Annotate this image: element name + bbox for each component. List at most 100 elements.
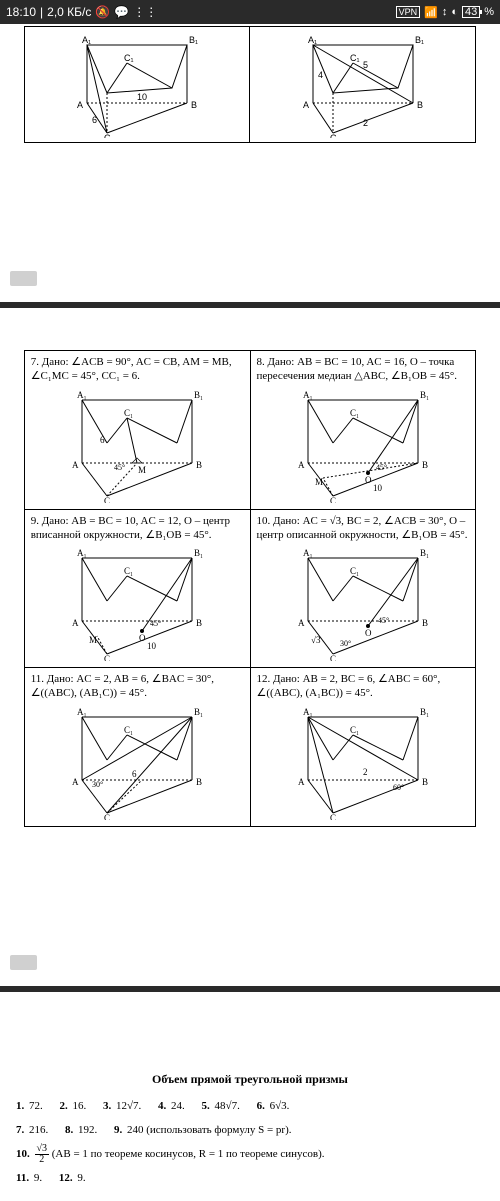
v1: 72. <box>29 1100 43 1112</box>
prism-10-figure: A₁ B₁ C₁ A B C O 45° 30° √3 <box>278 546 448 661</box>
prism-9-figure: A₁ B₁ C₁ A B C M O 45° 10 <box>52 546 222 661</box>
status-bar: 18:10 | 2,0 КБ/с 🔕 💬 ⋮⋮ VPN 📶 ↕ ◐ 43 % <box>0 0 500 24</box>
data-icon: ↕ <box>442 6 448 18</box>
status-divider: | <box>40 5 43 19</box>
svg-text:M: M <box>138 465 146 475</box>
svg-text:C₁: C₁ <box>350 408 359 418</box>
svg-text:6: 6 <box>132 769 137 779</box>
svg-text:C₁: C₁ <box>350 53 360 63</box>
svg-text:O: O <box>139 633 146 643</box>
svg-text:B: B <box>196 777 202 787</box>
spacer-1 <box>0 143 500 263</box>
a6: 6. <box>257 1100 265 1112</box>
a9: 9. <box>114 1124 122 1136</box>
v3: 12√7. <box>116 1100 141 1112</box>
v6: 6√3. <box>270 1100 290 1112</box>
problem-11-text: 11. Дано: AC = 2, AB = 6, ∠BAC = 30°, ∠(… <box>31 672 244 701</box>
problem-10-text: 10. Дано: AC = √3, BC = 2, ∠ACB = 30°, O… <box>257 514 470 543</box>
svg-text:45°: 45° <box>376 463 387 472</box>
svg-text:10: 10 <box>137 92 147 102</box>
svg-text:5: 5 <box>363 60 368 70</box>
answers-block: Объем прямой треугольной призмы 1. 72. 2… <box>0 1064 500 1201</box>
battery-value: 43 <box>465 6 477 18</box>
problem-6-cell: A₁ B₁ C₁ A B C 4 5 2 <box>250 26 476 143</box>
svg-text:C: C <box>330 654 336 661</box>
a1: 1. <box>16 1100 24 1112</box>
page-label-2 <box>10 955 37 970</box>
a10: 10. <box>16 1148 30 1160</box>
svg-text:B₁: B₁ <box>420 390 429 400</box>
prism-11-figure: A₁ B₁ C₁ A B C 30° 6 <box>52 705 222 820</box>
wifi-icon: ◐ <box>451 6 458 18</box>
svg-text:B₁: B₁ <box>420 548 429 558</box>
v10-num: √3 <box>35 1144 50 1155</box>
svg-text:C: C <box>330 813 336 820</box>
top-row: A₁ B₁ C₁ A B C 10 6 <box>4 24 496 143</box>
divider-1 <box>0 302 500 308</box>
svg-text:B: B <box>191 100 197 110</box>
svg-text:O: O <box>365 628 372 638</box>
v7: 216. <box>29 1124 48 1136</box>
problem-7-text: 7. Дано: ∠ACB = 90°, AC = CB, AM = MB, ∠… <box>31 355 244 384</box>
v9: 240 (использовать формулу S = pr). <box>127 1124 292 1136</box>
svg-text:C: C <box>104 654 110 661</box>
status-left: 18:10 | 2,0 КБ/с 🔕 💬 ⋮⋮ <box>6 5 157 19</box>
prism-8-figure: A₁ B₁ C₁ A B C M O 45° 10 <box>278 388 448 503</box>
svg-text:C: C <box>104 813 110 820</box>
battery-pct: % <box>484 6 494 18</box>
svg-text:B₁: B₁ <box>194 390 203 400</box>
problem-5-cell: A₁ B₁ C₁ A B C 10 6 <box>24 26 250 143</box>
v4: 24. <box>171 1100 185 1112</box>
answers-line-2: 7. 216. 8. 192. 9. 240 (использовать фор… <box>16 1121 484 1141</box>
svg-text:C₁: C₁ <box>124 566 133 576</box>
prism-7-figure: A₁ B₁ C₁ A B C M 6 45° <box>52 388 222 503</box>
v8: 192. <box>78 1124 97 1136</box>
svg-text:B₁: B₁ <box>420 707 429 717</box>
svg-text:30°: 30° <box>340 639 351 648</box>
svg-text:M: M <box>315 477 323 487</box>
svg-text:B: B <box>196 460 202 470</box>
svg-text:C₁: C₁ <box>124 53 134 63</box>
spacer-3 <box>0 1004 500 1064</box>
svg-text:B: B <box>422 460 428 470</box>
v10-frac: √3 2 <box>35 1144 50 1165</box>
p10-t1: 10. Дано: AC = <box>257 515 330 527</box>
svg-text:B: B <box>417 100 423 110</box>
svg-text:A₁: A₁ <box>303 548 313 558</box>
svg-text:C: C <box>330 133 337 138</box>
problem-12-text: 12. Дано: AB = 2, BC = 6, ∠ABC = 60°, ∠(… <box>257 672 470 701</box>
problem-12-cell: 12. Дано: AB = 2, BC = 6, ∠ABC = 60°, ∠(… <box>250 668 476 827</box>
svg-text:A: A <box>72 460 79 470</box>
prism-12-figure: A₁ B₁ C₁ A B C 2 60° <box>278 705 448 820</box>
svg-text:A₁: A₁ <box>303 707 313 717</box>
status-speed: 2,0 КБ/с <box>47 5 91 19</box>
problem-9-cell: 9. Дано: AB = BC = 10, AC = 12, O – цент… <box>24 509 250 668</box>
problem-11-cell: 11. Дано: AC = 2, AB = 6, ∠BAC = 30°, ∠(… <box>24 668 250 827</box>
a7: 7. <box>16 1124 24 1136</box>
svg-text:10: 10 <box>147 641 157 651</box>
v11: 9. <box>34 1172 42 1184</box>
svg-text:45°: 45° <box>378 616 389 625</box>
a3: 3. <box>103 1100 111 1112</box>
v2: 16. <box>73 1100 87 1112</box>
p10-sqrt: √3 <box>330 515 342 527</box>
v12: 9. <box>77 1172 85 1184</box>
mute-icon: 🔕 <box>95 5 110 19</box>
svg-text:B₁: B₁ <box>194 707 203 717</box>
svg-text:B: B <box>422 618 428 628</box>
svg-text:6: 6 <box>92 115 97 125</box>
a4: 4. <box>158 1100 166 1112</box>
svg-text:60°: 60° <box>393 783 404 792</box>
app-icon: ⋮⋮ <box>133 5 157 19</box>
svg-text:A₁: A₁ <box>82 35 91 45</box>
svg-text:A₁: A₁ <box>308 35 317 45</box>
a2: 2. <box>60 1100 68 1112</box>
v5: 48√7. <box>215 1100 240 1112</box>
problems-table: 7. Дано: ∠ACB = 90°, AC = CB, AM = MB, ∠… <box>24 350 477 827</box>
a5: 5. <box>202 1100 210 1112</box>
a11: 11. <box>16 1172 29 1184</box>
svg-text:A: A <box>72 777 79 787</box>
svg-text:45°: 45° <box>114 463 125 472</box>
problems-page: 7. Дано: ∠ACB = 90°, AC = CB, AM = MB, ∠… <box>0 320 500 827</box>
svg-text:C₁: C₁ <box>350 725 359 735</box>
